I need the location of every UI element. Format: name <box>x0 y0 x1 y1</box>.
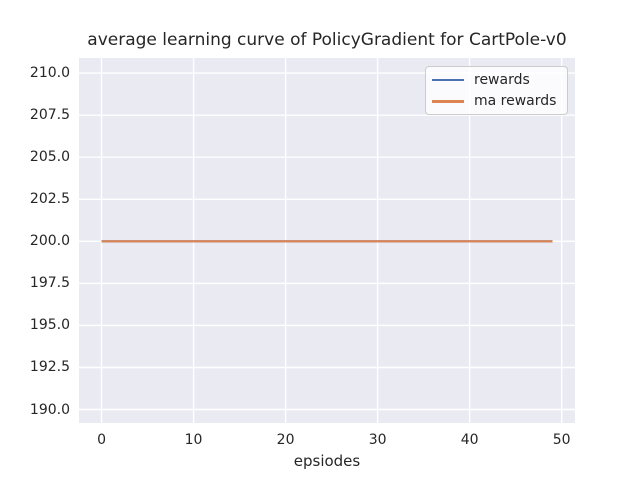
ytick-label: 202.5 <box>29 191 70 208</box>
chart-title: average learning curve of PolicyGradient… <box>87 30 567 50</box>
legend-item-ma-rewards: ma rewards <box>432 91 559 113</box>
legend: rewards ma rewards <box>425 66 568 115</box>
plot-canvas <box>79 58 575 423</box>
xtick-label: 20 <box>276 432 295 448</box>
ytick-label: 210.0 <box>29 65 70 82</box>
legend-line-sample-ma-rewards <box>432 100 464 103</box>
ytick-label: 207.5 <box>29 107 70 124</box>
x-axis-label: epsiodes <box>293 452 361 470</box>
xtick-label: 30 <box>368 432 387 448</box>
ytick-label: 195.0 <box>29 317 70 334</box>
ytick-label: 197.5 <box>29 275 70 292</box>
xtick-label: 40 <box>460 432 479 448</box>
legend-item-rewards: rewards <box>432 69 559 91</box>
xtick-label: 10 <box>184 432 203 448</box>
ytick-label: 190.0 <box>29 401 70 418</box>
legend-line-sample-rewards <box>432 78 464 81</box>
legend-label-ma-rewards: ma rewards <box>474 93 557 110</box>
ytick-label: 192.5 <box>29 359 70 376</box>
xtick-label: 50 <box>552 432 571 448</box>
legend-label-rewards: rewards <box>474 71 530 88</box>
plot-area <box>79 58 575 423</box>
ytick-label: 205.0 <box>29 149 70 166</box>
xtick-label: 0 <box>97 432 106 448</box>
ytick-label: 200.0 <box>29 233 70 250</box>
